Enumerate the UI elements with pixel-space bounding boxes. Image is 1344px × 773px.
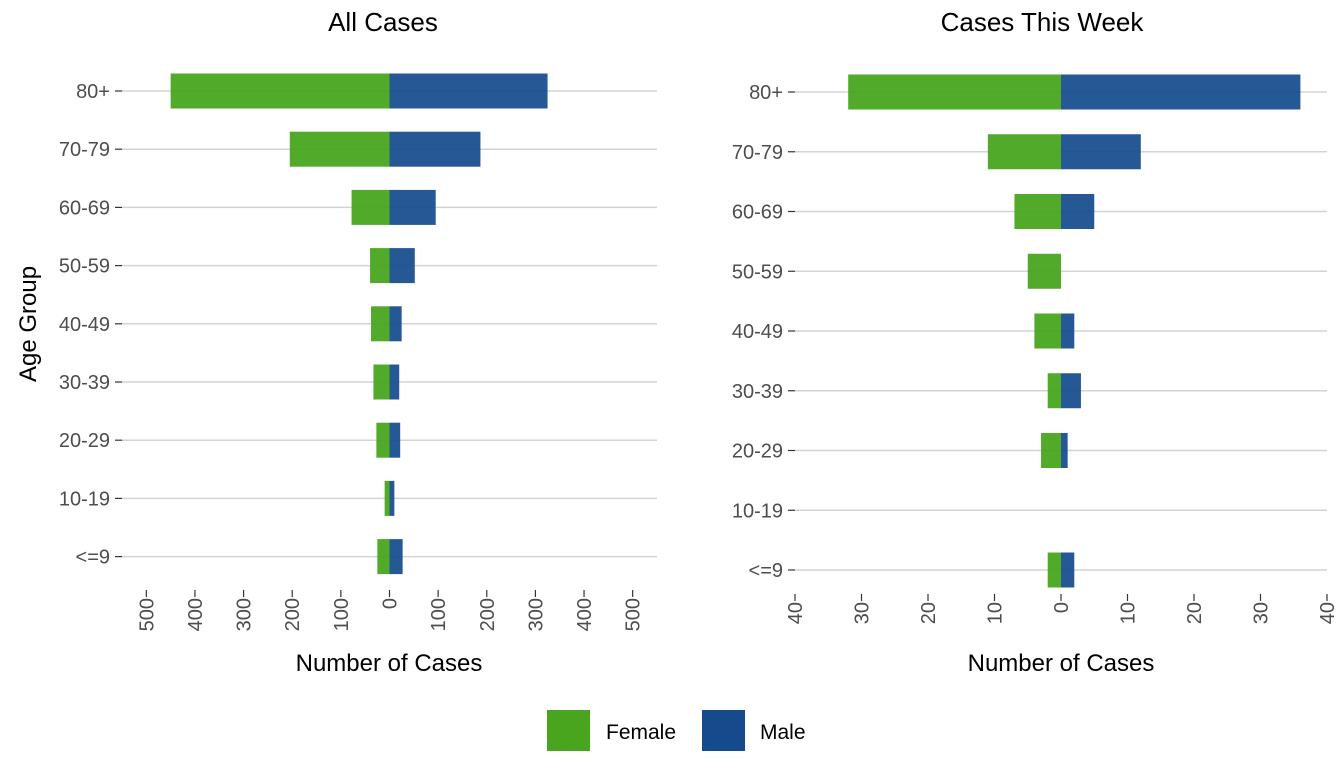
ytick-label-10-19: 10-19 (59, 488, 110, 510)
xtick-label-this-week-3: 10 (985, 602, 1007, 624)
bar-female-20-29 (1041, 433, 1061, 468)
legend: Female Male (547, 710, 806, 751)
xtick-label-all-cases-9: 400 (574, 598, 596, 631)
legend-label-male: Male (760, 721, 806, 744)
x-axis-title-this-week: Number of Cases (968, 650, 1155, 677)
ytick-label-70-79: 70-79 (59, 139, 110, 161)
xtick-label-this-week-2: 20 (918, 602, 940, 624)
xtick-label-this-week-5: 10 (1118, 602, 1140, 624)
bar-female-10-19 (384, 480, 390, 516)
xtick-label-all-cases-2: 300 (234, 598, 256, 631)
bar-male-80plus (389, 73, 548, 109)
xtick-label-all-cases-7: 200 (477, 598, 499, 631)
bar-male-20-29 (1061, 433, 1068, 468)
bar-female-60-69 (1014, 194, 1061, 229)
bar-female-40-49 (371, 306, 390, 342)
ytick-label-80plus: 80+ (749, 82, 783, 104)
bar-female-50-59 (1027, 253, 1061, 289)
xtick-label-all-cases-5: 0 (380, 598, 402, 609)
ytick-label-70-79: 70-79 (732, 142, 783, 164)
bar-male-30-39 (389, 364, 400, 400)
legend-swatch-male (702, 710, 745, 751)
bar-male-10-19 (389, 480, 395, 516)
xtick-label-all-cases-6: 100 (428, 598, 450, 631)
bar-male-40-49 (1061, 313, 1075, 349)
bar-male-50-59 (389, 248, 415, 284)
bar-female-60-69 (351, 189, 390, 225)
bar-male-40-49 (389, 306, 402, 342)
bar-female-le9 (377, 539, 390, 575)
bar-female-20-29 (376, 422, 390, 458)
bar-female-30-39 (373, 364, 390, 400)
ytick-label-40-49: 40-49 (732, 321, 783, 343)
bar-male-le9 (1061, 552, 1075, 588)
ytick-label-60-69: 60-69 (59, 197, 110, 219)
ytick-label-30-39: 30-39 (59, 372, 110, 394)
xtick-label-this-week-0: 40 (785, 602, 807, 624)
xtick-label-this-week-8: 40 (1317, 602, 1339, 624)
panel-title-all-cases: All Cases (328, 7, 438, 37)
bar-female-70-79 (987, 134, 1061, 170)
ytick-label-le9: <=9 (76, 547, 110, 569)
cases-this-week-panel: Cases This Week 80+ 70-79 60-69 50-59 40-49 30… (732, 7, 1339, 677)
bar-female-80plus (170, 73, 390, 109)
bar-male-80plus (1061, 74, 1301, 110)
ytick-label-30-39: 30-39 (732, 381, 783, 403)
ytick-label-20-29: 20-29 (732, 441, 783, 463)
bar-female-30-39 (1047, 373, 1061, 409)
xtick-label-all-cases-8: 300 (525, 598, 547, 631)
bar-male-30-39 (1061, 373, 1081, 409)
xtick-label-all-cases-3: 200 (282, 598, 304, 631)
x-axis-title-all-cases: Number of Cases (296, 650, 483, 677)
ytick-label-50-59: 50-59 (732, 261, 783, 283)
legend-swatch-female (547, 710, 590, 751)
legend-label-female: Female (606, 721, 676, 744)
y-axis-title-all-cases: Age Group (15, 266, 42, 382)
ytick-label-80plus: 80+ (76, 81, 110, 103)
ytick-label-20-29: 20-29 (59, 430, 110, 452)
ytick-label-50-59: 50-59 (59, 256, 110, 278)
xtick-label-this-week-6: 20 (1184, 602, 1206, 624)
ytick-label-60-69: 60-69 (732, 202, 783, 224)
xtick-label-this-week-7: 30 (1251, 602, 1273, 624)
xtick-label-all-cases-10: 500 (623, 598, 645, 631)
ytick-label-40-49: 40-49 (59, 314, 110, 336)
bar-male-60-69 (389, 189, 436, 225)
ytick-label-10-19: 10-19 (732, 500, 783, 522)
panel-title-this-week: Cases This Week (941, 7, 1145, 37)
bar-female-40-49 (1034, 313, 1061, 349)
bar-female-le9 (1047, 552, 1061, 588)
bar-female-80plus (848, 74, 1061, 110)
xtick-label-this-week-4: 0 (1051, 602, 1073, 613)
all-cases-panel: All Cases 80+ 70-79 60-69 50-59 40-49 30-39 20-… (15, 7, 657, 677)
bar-male-70-79 (389, 131, 481, 167)
xtick-label-all-cases-4: 100 (331, 598, 353, 631)
bar-male-20-29 (389, 422, 401, 458)
ytick-label-le9: <=9 (749, 560, 783, 582)
bar-female-70-79 (289, 131, 390, 167)
bar-male-60-69 (1061, 194, 1095, 229)
xtick-label-all-cases-1: 400 (185, 598, 207, 631)
bar-male-le9 (389, 539, 403, 575)
bar-female-50-59 (370, 248, 390, 284)
xtick-label-all-cases-0: 500 (136, 598, 158, 631)
bar-male-70-79 (1061, 134, 1141, 170)
xtick-label-this-week-1: 30 (852, 602, 874, 624)
